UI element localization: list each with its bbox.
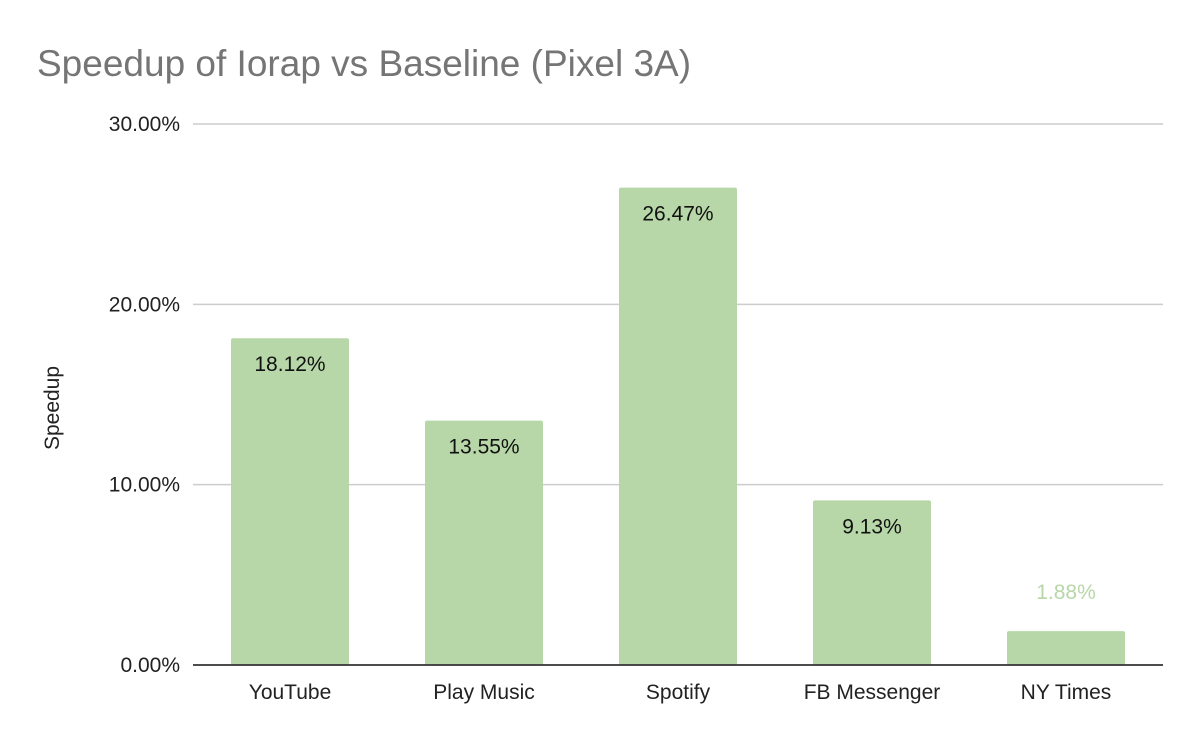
data-label: 26.47% — [642, 203, 713, 226]
y-axis-label: Speedup — [41, 366, 64, 450]
x-tick-labels: YouTube Play Music Spotify FB Messenger NY T… — [249, 681, 1112, 704]
bar — [231, 338, 349, 665]
bar — [425, 420, 543, 665]
y-tick-label: 30.00% — [109, 113, 180, 136]
bar — [813, 500, 931, 665]
data-labels: 18.12% 13.55% 26.47% 9.13% 1.88% — [254, 203, 1095, 604]
data-label: 9.13% — [842, 515, 902, 538]
chart-title: Speedup of Iorap vs Baseline (Pixel 3A) — [37, 43, 691, 84]
y-tick-labels: 0.00% 10.00% 20.00% 30.00% — [109, 113, 180, 677]
x-tick-label: Spotify — [646, 681, 711, 704]
y-tick-label: 0.00% — [120, 654, 180, 677]
data-label: 13.55% — [448, 436, 519, 459]
x-tick-label: NY Times — [1021, 681, 1112, 704]
y-tick-label: 10.00% — [109, 474, 180, 497]
data-label: 18.12% — [254, 353, 325, 376]
bar — [619, 187, 737, 666]
data-label: 1.88% — [1036, 581, 1096, 604]
bars — [231, 187, 1125, 666]
y-tick-label: 20.00% — [109, 293, 180, 316]
x-tick-label: FB Messenger — [804, 681, 941, 704]
bar — [1007, 631, 1125, 665]
x-tick-label: Play Music — [433, 681, 535, 704]
x-tick-label: YouTube — [249, 681, 332, 704]
